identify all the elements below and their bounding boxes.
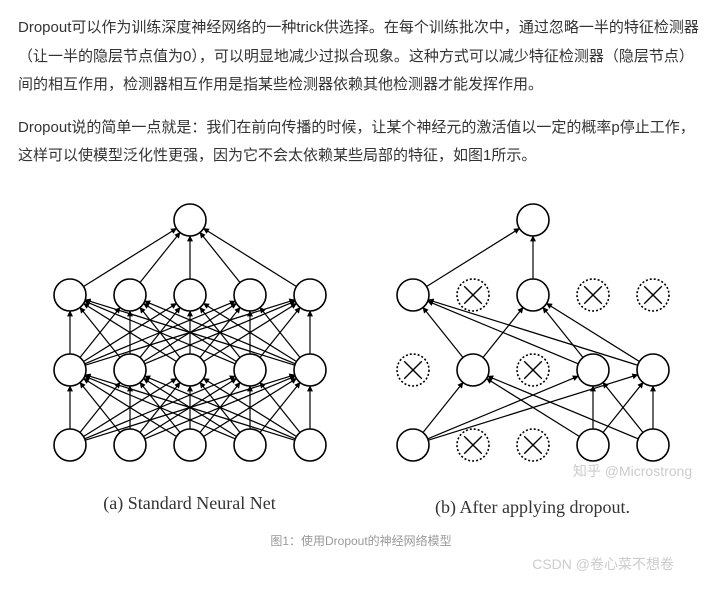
diagram-standard-net (30, 185, 350, 480)
subfigure-a: (a) Standard Neural Net (30, 185, 350, 520)
watermark-zhihu: 知乎 @Microstrong (573, 458, 692, 485)
paragraph-1: Dropout可以作为训练深度神经网络的一种trick供选择。在每个训练批次中，… (18, 14, 704, 100)
diagram-dropout-net (373, 185, 693, 480)
watermark-csdn: CSDN @卷心菜不想卷 (18, 551, 704, 578)
subfigure-b: 知乎 @Microstrong (b) After applying dropo… (373, 185, 693, 525)
paragraph-2: Dropout说的简单一点就是：我们在前向传播的时候，让某个神经元的激活值以一定… (18, 114, 704, 171)
subcaption-a: (a) Standard Neural Net (103, 486, 275, 520)
subcaption-b: (b) After applying dropout. (435, 490, 630, 524)
figure-main-caption: 图1：使用Dropout的神经网络模型 (18, 530, 704, 553)
figure-1: (a) Standard Neural Net 知乎 @Microstrong … (18, 185, 704, 525)
